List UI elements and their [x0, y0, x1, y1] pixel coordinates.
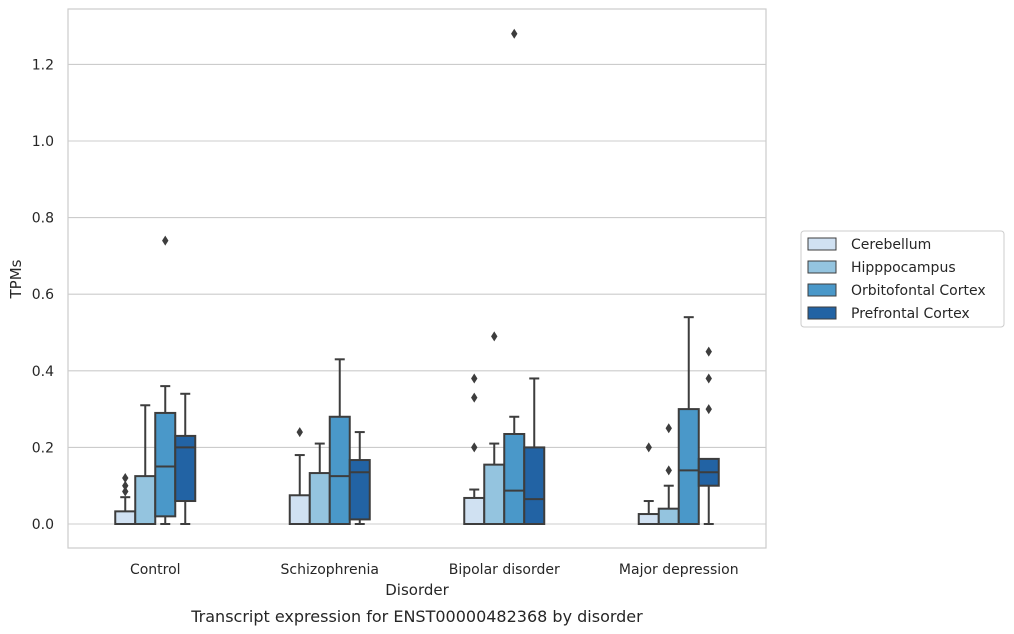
chart-caption: Transcript expression for ENST0000048236… — [190, 607, 643, 626]
box-body — [134, 475, 157, 525]
box-body — [114, 510, 137, 525]
outlier-point — [471, 442, 478, 453]
box — [463, 373, 486, 525]
outlier-point — [471, 373, 478, 384]
box — [308, 442, 331, 526]
legend: Cerebellum Hipppocampus Orbitofontal Corte… — [800, 230, 1005, 328]
box-body — [308, 472, 331, 526]
x-tick-label: Major depression — [619, 562, 739, 578]
outlier-point — [122, 486, 129, 497]
outlier-point — [705, 373, 712, 384]
box — [637, 442, 660, 525]
outlier-point — [122, 480, 129, 491]
outlier-point — [705, 346, 712, 357]
outlier-point — [665, 465, 672, 476]
box-body — [503, 432, 526, 525]
y-tick-label: 0.0 — [32, 517, 54, 533]
box-body — [174, 434, 197, 503]
outlier-point — [511, 28, 518, 39]
box — [328, 358, 351, 526]
box — [288, 427, 311, 525]
box — [348, 431, 371, 525]
legend-swatch — [807, 237, 837, 251]
box — [657, 423, 680, 525]
box-body — [463, 496, 486, 525]
y-tick-label: 1.2 — [32, 57, 54, 73]
box — [174, 392, 197, 525]
outlier-point — [491, 331, 498, 342]
legend-swatch — [807, 306, 837, 320]
box-body — [288, 494, 311, 525]
x-tick-label: Bipolar disorder — [449, 562, 560, 578]
legend-label: Cerebellum — [851, 237, 931, 253]
box — [114, 473, 137, 525]
box — [483, 331, 506, 526]
box-body — [154, 411, 177, 518]
plot-frame — [67, 8, 767, 549]
outlier-point — [665, 423, 672, 434]
y-tick-label: 0.6 — [32, 287, 54, 303]
legend-label: Prefrontal Cortex — [851, 306, 970, 322]
legend-swatch — [807, 260, 837, 274]
box-body — [348, 459, 371, 521]
x-tick-label: Control — [130, 562, 181, 578]
box-body — [637, 513, 660, 525]
box-body — [328, 415, 351, 526]
y-tick-label: 0.8 — [32, 211, 54, 227]
box — [503, 28, 526, 525]
box — [697, 346, 720, 525]
box — [677, 316, 700, 526]
box — [134, 404, 157, 525]
box-body — [677, 408, 700, 526]
outlier-point — [296, 427, 303, 438]
box-body — [483, 463, 506, 526]
legend-frame — [800, 230, 1005, 328]
y-tick-labels: 0.0 0.2 0.4 0.6 0.8 1.0 1.2 — [32, 57, 54, 533]
x-axis-label: Disorder — [385, 581, 449, 599]
box-body — [523, 446, 546, 525]
y-axis-label: TPMs — [7, 259, 25, 299]
box — [523, 377, 546, 525]
y-tick-label: 0.4 — [32, 364, 54, 380]
x-tick-labels: Control Schizophrenia Bipolar disorder Majo… — [130, 562, 739, 578]
box-body — [657, 507, 680, 525]
outlier-point — [122, 473, 129, 484]
legend-swatch — [807, 283, 837, 297]
x-tick-label: Schizophrenia — [281, 562, 379, 578]
legend-label: Hipppocampus — [851, 260, 956, 276]
y-tick-label: 0.2 — [32, 440, 54, 456]
outlier-point — [645, 442, 652, 453]
outlier-point — [162, 235, 169, 246]
boxes — [114, 28, 720, 526]
outlier-point — [705, 404, 712, 415]
legend-label: Orbitofontal Cortex — [851, 283, 986, 299]
box — [154, 235, 177, 525]
outlier-point — [471, 392, 478, 403]
y-tick-label: 1.0 — [32, 134, 54, 150]
